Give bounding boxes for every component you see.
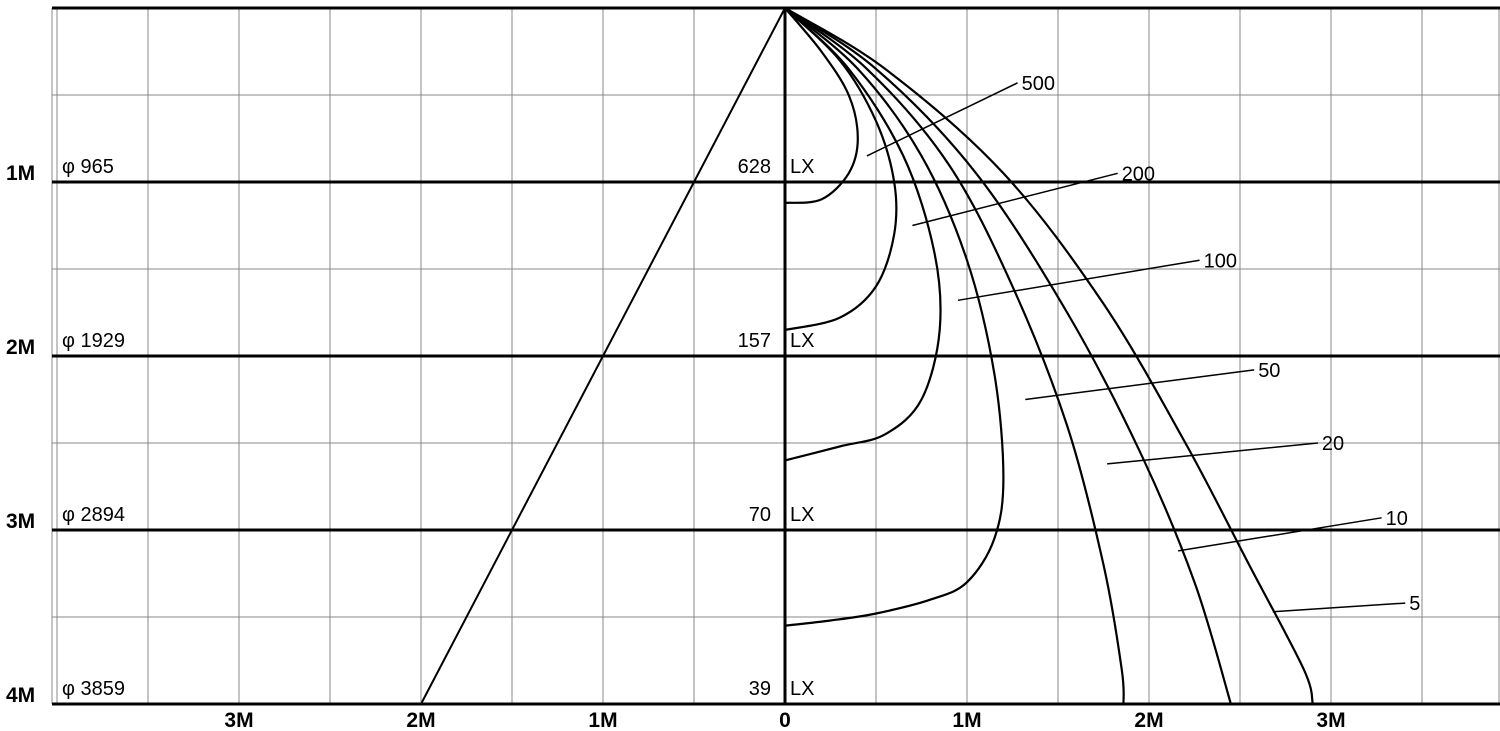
lux-value: 70: [749, 504, 771, 526]
diameter-label: φ 3859: [62, 678, 125, 700]
lux-unit: LX: [790, 678, 814, 700]
curve-label-100: 100: [1204, 250, 1237, 272]
lux-unit: LX: [790, 504, 814, 526]
isolux-curve-5: [784, 7, 1314, 705]
distance-label-4M: 4M: [6, 684, 35, 707]
x-tick-label: 3M: [1316, 709, 1345, 731]
diameter-label: φ 1929: [62, 330, 125, 352]
lux-unit: LX: [790, 330, 814, 352]
beam-edge-line: [420, 7, 786, 705]
labels: 500 200 100 50 20 10 5 1M φ 965 628 LX 2M φ 1929 157 L…: [6, 73, 1420, 731]
curve-label-20: 20: [1322, 433, 1344, 455]
diameter-label: φ 965: [62, 156, 114, 178]
grid: [51, 6, 1500, 706]
lux-value: 157: [738, 330, 771, 352]
x-tick-label: 1M: [952, 709, 981, 731]
isolux-curve-10: [784, 7, 1232, 705]
leader-line-10: [1177, 517, 1382, 552]
x-tick-label: 0: [779, 709, 791, 731]
leader-line-200: [912, 172, 1118, 227]
lux-unit: LX: [790, 156, 814, 178]
x-tick-label: 2M: [1134, 709, 1163, 731]
isolux-curves: [784, 7, 1406, 705]
leader-line-5: [1272, 602, 1406, 613]
isolux-curve-200: [784, 7, 898, 331]
isolux-curve-500: [784, 7, 859, 204]
distance-label-3M: 3M: [6, 510, 35, 533]
leader-line-100: [957, 259, 1200, 302]
distance-label-1M: 1M: [6, 162, 35, 185]
diameter-label: φ 2894: [62, 504, 125, 526]
isolux-curve-50: [784, 7, 1005, 627]
beam-edge: [420, 7, 786, 705]
curve-label-50: 50: [1258, 360, 1280, 382]
curve-label-500: 500: [1022, 73, 1055, 95]
x-tick-label: 2M: [406, 709, 435, 731]
curve-label-200: 200: [1122, 163, 1155, 185]
x-tick-label: 3M: [224, 709, 253, 731]
isolux-curve-20: [784, 7, 1125, 705]
lux-value: 628: [738, 156, 771, 178]
curve-label-5: 5: [1409, 593, 1420, 615]
leader-line-50: [1025, 369, 1255, 401]
leader-line-20: [1107, 442, 1318, 465]
distance-label-2M: 2M: [6, 336, 35, 359]
curve-label-10: 10: [1386, 508, 1408, 530]
lux-value: 39: [749, 678, 771, 700]
leader-line-500: [866, 82, 1018, 157]
isolux-curve-100: [784, 7, 942, 462]
x-tick-label: 1M: [588, 709, 617, 731]
